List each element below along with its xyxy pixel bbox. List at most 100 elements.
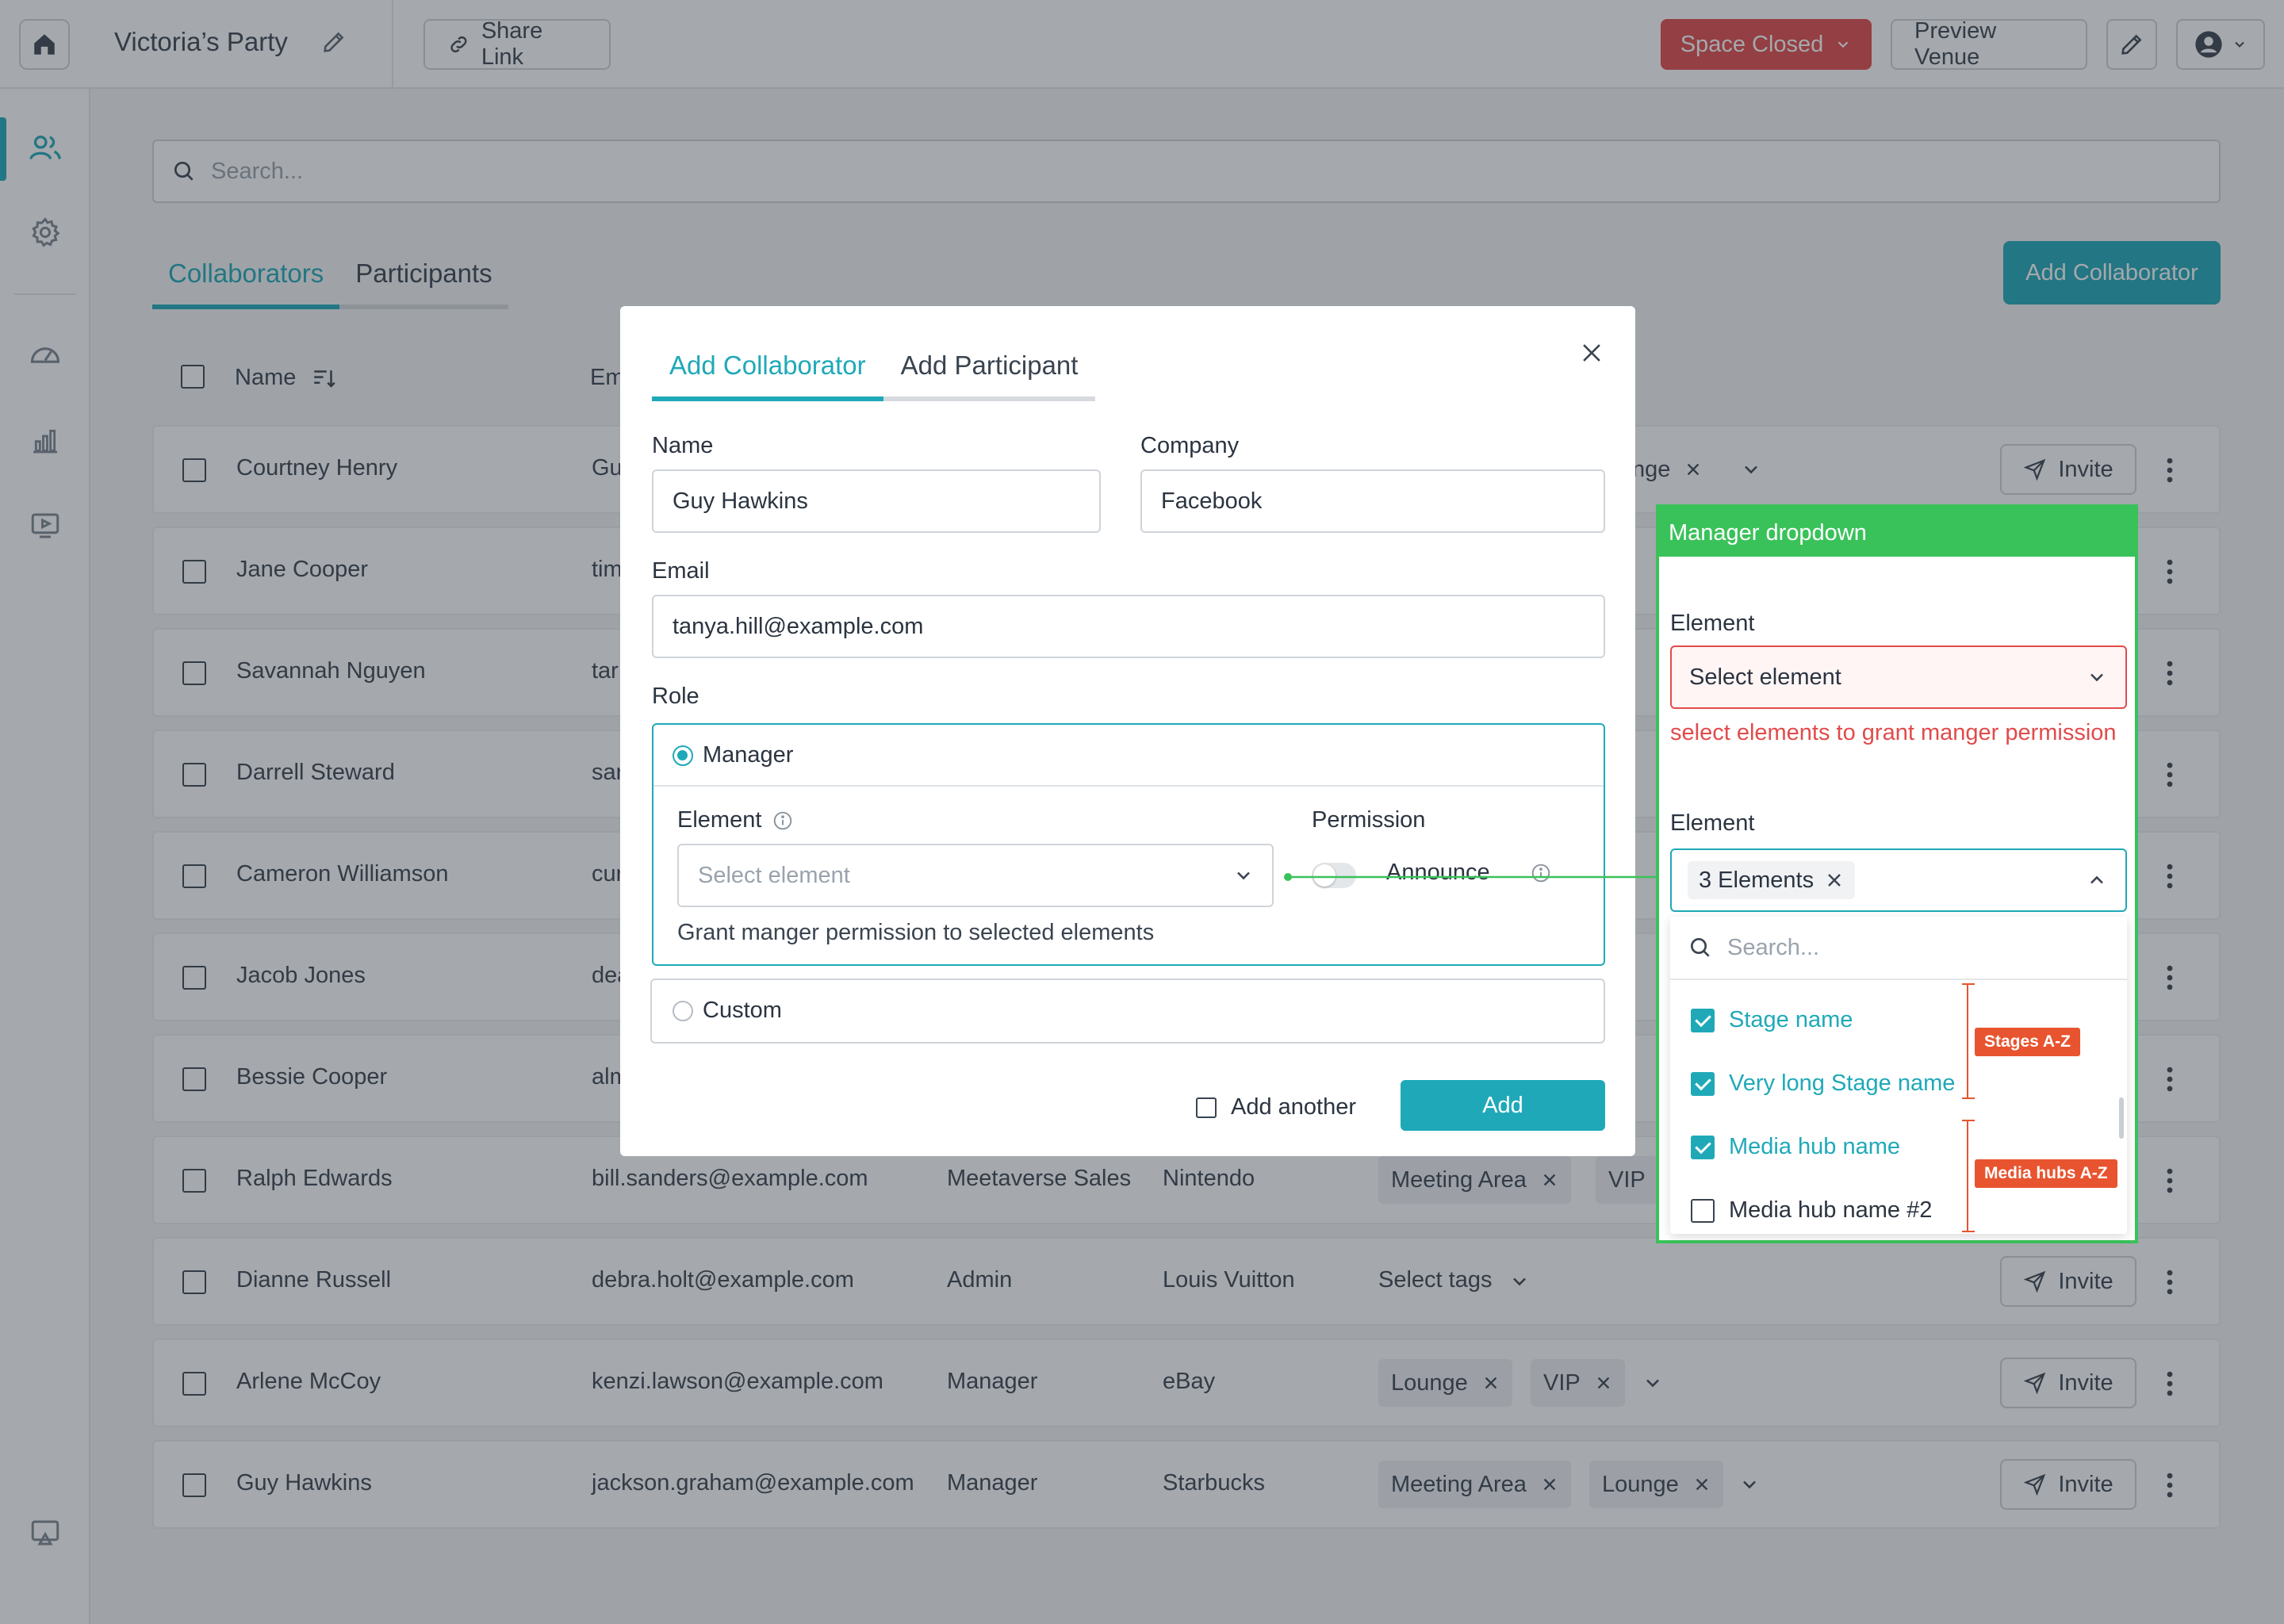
announce-toggle[interactable] (1312, 863, 1356, 888)
select-all-checkbox[interactable] (181, 365, 205, 389)
row-role: Manager (947, 1470, 1038, 1496)
sort-icon[interactable] (311, 365, 338, 392)
checkbox[interactable] (1196, 1097, 1217, 1118)
tab-add-collaborator[interactable]: Add Collaborator (652, 350, 883, 401)
space-status-dropdown[interactable]: Space Closed (1661, 19, 1872, 70)
more-vertical-icon[interactable] (2165, 1370, 2175, 1397)
tags-chevron-down-icon[interactable] (1642, 1372, 1664, 1394)
info-icon[interactable] (772, 810, 793, 831)
dropdown-option[interactable]: Very long Stage name (1691, 1071, 1955, 1097)
row-checkbox[interactable] (182, 1169, 206, 1193)
tab-add-participant[interactable]: Add Participant (883, 350, 1096, 401)
dropdown-option[interactable]: Media hub name (1691, 1134, 1900, 1160)
preview-venue-button[interactable]: Preview Venue (1891, 18, 2087, 70)
present-screen-icon[interactable] (25, 1513, 65, 1553)
search-input[interactable]: Search... (152, 140, 2221, 203)
tag-label: Meeting Area (1391, 1166, 1527, 1193)
element-select-error[interactable]: Select element (1670, 645, 2127, 709)
row-checkbox[interactable] (182, 458, 206, 482)
remove-tag-icon[interactable] (1482, 1374, 1500, 1392)
option-checkbox[interactable] (1691, 1135, 1715, 1159)
add-collaborator-button[interactable]: Add Collaborator (2003, 241, 2221, 304)
remove-tag-icon[interactable] (1595, 1374, 1612, 1392)
select-tags-dropdown[interactable]: Select tags (1378, 1267, 1493, 1293)
more-vertical-icon[interactable] (2165, 1472, 2175, 1499)
more-vertical-icon[interactable] (2165, 1167, 2175, 1194)
user-menu[interactable] (2176, 19, 2265, 70)
manager-radio[interactable] (673, 745, 693, 766)
invite-button[interactable]: Invite (2000, 1459, 2136, 1510)
remove-tag-icon[interactable] (1541, 1171, 1558, 1189)
tag-label: Lounge (1602, 1471, 1679, 1497)
dropdown-option[interactable]: Stage name (1691, 1007, 1853, 1033)
tag-chip: Meeting Area (1378, 1461, 1571, 1508)
row-checkbox[interactable] (182, 1372, 206, 1396)
divider (653, 785, 1604, 787)
element-select[interactable]: Select element (677, 844, 1274, 907)
tab-collaborators[interactable]: Collaborators (152, 255, 340, 309)
option-checkbox[interactable] (1691, 1198, 1715, 1223)
close-icon[interactable] (1578, 339, 1605, 366)
settings-gear-icon[interactable] (25, 213, 65, 252)
role-manager-option[interactable]: Manager Element Select element Grant man… (652, 723, 1605, 966)
name-field[interactable]: Guy Hawkins (652, 469, 1101, 533)
info-icon[interactable] (1531, 863, 1551, 883)
tags-chevron-down-icon[interactable] (1740, 458, 1762, 481)
more-vertical-icon[interactable] (2165, 964, 2175, 991)
edit-title-icon[interactable] (320, 29, 347, 59)
custom-radio[interactable] (673, 1001, 693, 1021)
more-vertical-icon[interactable] (2165, 863, 2175, 890)
invite-button[interactable]: Invite (2000, 1256, 2136, 1307)
send-icon (2023, 1372, 2046, 1395)
remove-tag-icon[interactable] (1541, 1476, 1558, 1493)
tags-chevron-down-icon[interactable] (1738, 1473, 1761, 1496)
invite-button[interactable]: Invite (2000, 444, 2136, 495)
stages-bracket (1962, 983, 1975, 1099)
element-label: Element (1670, 611, 1755, 636)
more-vertical-icon[interactable] (2165, 558, 2175, 585)
share-link-button[interactable]: Share Link (423, 18, 611, 70)
option-checkbox[interactable] (1691, 1071, 1715, 1096)
element-select-open[interactable]: 3 Elements (1670, 848, 2127, 912)
invite-button[interactable]: Invite (2000, 1358, 2136, 1408)
row-checkbox[interactable] (182, 1473, 206, 1497)
tab-participants[interactable]: Participants (339, 255, 508, 309)
row-name: Courtney Henry (236, 455, 398, 481)
dropdown-option[interactable]: Media hub name #2 (1691, 1197, 1932, 1224)
more-vertical-icon[interactable] (2165, 1066, 2175, 1093)
row-checkbox[interactable] (182, 763, 206, 787)
row-checkbox[interactable] (182, 560, 206, 584)
home-button[interactable] (19, 19, 70, 70)
remove-tag-icon[interactable] (1693, 1476, 1711, 1493)
analytics-chart-icon[interactable] (25, 420, 65, 460)
dropdown-scrollbar[interactable] (2119, 1097, 2124, 1139)
remove-tag-icon[interactable] (1684, 461, 1702, 478)
dashboard-gauge-icon[interactable] (25, 335, 65, 374)
more-vertical-icon[interactable] (2165, 1269, 2175, 1296)
add-another-checkbox[interactable]: Add another (1196, 1094, 1356, 1120)
row-checkbox[interactable] (182, 1067, 206, 1091)
invite-label: Invite (2058, 1369, 2113, 1396)
email-field[interactable]: tanya.hill@example.com (652, 595, 1605, 658)
dropdown-search-input[interactable]: Search... (1670, 917, 2127, 980)
clear-selection-icon[interactable] (1825, 871, 1844, 890)
announce-label: Announce (1386, 860, 1490, 885)
option-checkbox[interactable] (1691, 1008, 1715, 1032)
edit-venue-button[interactable] (2106, 19, 2157, 70)
tags-chevron-down-icon[interactable] (1508, 1270, 1531, 1293)
company-field[interactable]: Facebook (1140, 469, 1605, 533)
media-hubs-bracket (1962, 1120, 1975, 1232)
row-checkbox[interactable] (182, 864, 206, 888)
more-vertical-icon[interactable] (2165, 761, 2175, 788)
more-vertical-icon[interactable] (2165, 660, 2175, 687)
option-label: Very long Stage name (1729, 1071, 1956, 1096)
role-custom-option[interactable]: Custom (650, 979, 1605, 1044)
add-button[interactable]: Add (1401, 1080, 1605, 1131)
row-checkbox[interactable] (182, 1270, 206, 1294)
more-vertical-icon[interactable] (2165, 457, 2175, 484)
media-player-icon[interactable] (25, 506, 65, 546)
row-checkbox[interactable] (182, 661, 206, 685)
collaborators-nav-icon[interactable] (25, 128, 65, 168)
option-label: Stage name (1729, 1007, 1853, 1032)
row-checkbox[interactable] (182, 966, 206, 990)
